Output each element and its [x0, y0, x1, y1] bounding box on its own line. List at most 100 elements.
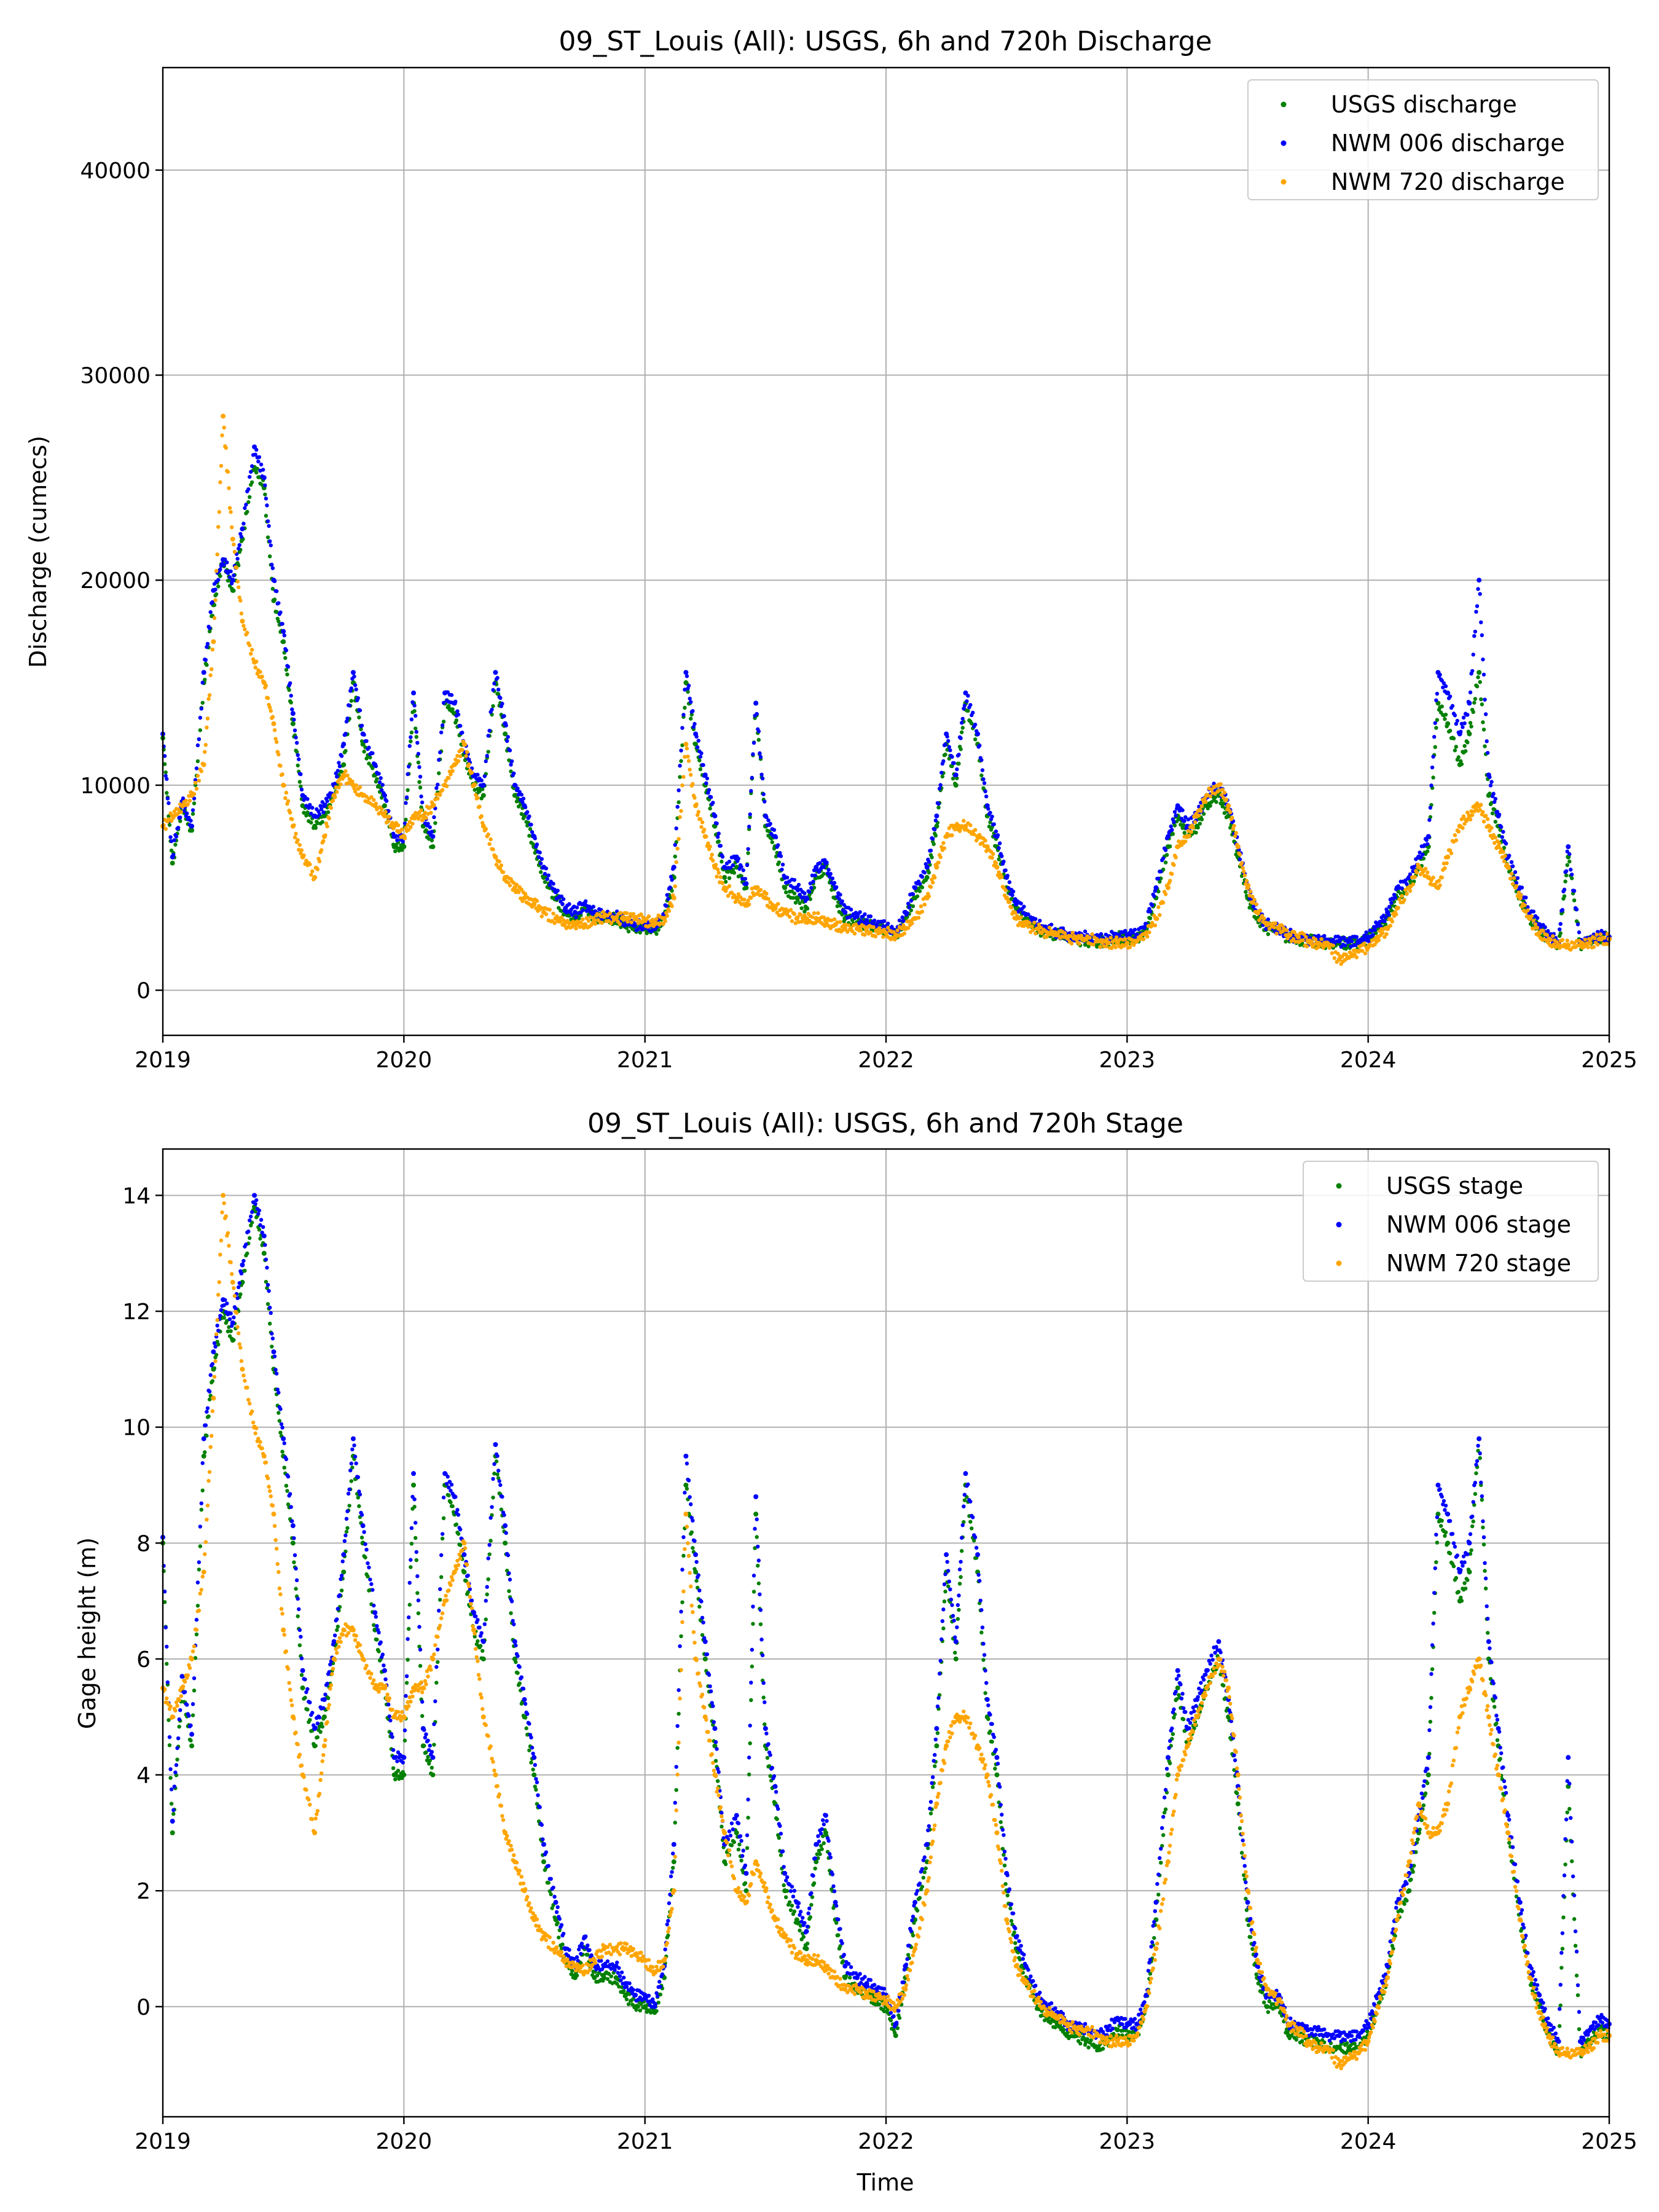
discharge-series-2-sample [1031, 928, 1035, 932]
discharge-series-1-sample [439, 730, 444, 735]
discharge-series-2-sample [1390, 919, 1395, 924]
discharge-series-1-point [934, 813, 939, 818]
discharge-series-2-sample [418, 814, 423, 818]
stage-series-0-point [994, 1772, 1000, 1778]
discharge-series-0-sample [1222, 811, 1227, 815]
discharge-series-2-sample [1414, 870, 1419, 875]
discharge-series-0-sample [912, 895, 916, 900]
discharge-series-1-sample [320, 800, 324, 804]
discharge-series-1-sample [1083, 929, 1088, 934]
discharge-series-2-sample [1189, 830, 1193, 834]
discharge-series-2-sample [386, 819, 391, 823]
discharge-series-2-sample [910, 921, 914, 925]
discharge-series-0-sample [792, 891, 797, 896]
discharge-series-0-sample [368, 755, 372, 759]
discharge-series-2-sample [704, 834, 708, 839]
stage-series-0-point [541, 1859, 546, 1865]
discharge-series-0-sample [404, 817, 408, 822]
discharge-series-2-sample [1416, 862, 1420, 867]
discharge-series-1-sample [296, 753, 300, 758]
discharge-series-2-sample [1515, 893, 1520, 898]
discharge-series-2-sample [646, 914, 651, 919]
stage-series-0-sample [601, 1979, 605, 1983]
discharge-series-1-sample [927, 860, 931, 864]
discharge-series-2-sample [374, 801, 378, 806]
discharge-series-2-sample [665, 914, 669, 918]
discharge-series-0-sample [178, 819, 182, 823]
discharge-series-0-sample [302, 810, 306, 815]
stage-series-0-sample [199, 1507, 203, 1512]
discharge-series-1-sample [1468, 690, 1473, 695]
discharge-series-2-sample [239, 611, 244, 616]
discharge-series-0-sample [1213, 795, 1217, 800]
discharge-series-2-sample [624, 911, 629, 916]
discharge-series-1-sample [1510, 864, 1515, 869]
discharge-series-1-sample [808, 881, 813, 885]
discharge-series-0-sample [1563, 879, 1567, 884]
discharge-series-2-sample [399, 827, 404, 832]
discharge-series-1-sample [702, 774, 707, 779]
stage-series-0-sample [294, 1586, 298, 1591]
discharge-series-2-sample [1239, 861, 1244, 865]
discharge-series-0-sample [1433, 745, 1437, 750]
stage-series-0-sample [195, 1604, 200, 1608]
discharge-series-1-sample [1499, 825, 1504, 830]
discharge-series-1-sample [426, 822, 430, 826]
stage-series-0-sample [476, 1639, 480, 1644]
discharge-series-1-sample [197, 737, 202, 742]
discharge-series-2-sample [727, 884, 732, 888]
discharge-series-0-sample [680, 743, 684, 748]
discharge-series-0-sample [1158, 879, 1162, 884]
discharge-series-2-sample [444, 784, 449, 788]
discharge-series-2-sample [1591, 945, 1596, 949]
discharge-series-0-sample [1558, 931, 1563, 936]
discharge-series-2-sample [497, 859, 501, 864]
discharge-series-2-sample [1481, 810, 1485, 814]
stage-series-0-sample [248, 1236, 252, 1241]
stage-series-0-point [753, 1512, 759, 1517]
discharge-series-2-sample [296, 837, 300, 842]
stage-series-0-sample [194, 1632, 199, 1637]
discharge-series-0-sample [528, 827, 533, 831]
discharge-series-1-sample [868, 914, 873, 919]
discharge-series-0-sample [1471, 710, 1475, 715]
discharge-series-0-sample [357, 715, 361, 720]
discharge-series-2-sample [1158, 913, 1162, 917]
discharge-series-0-sample [1488, 791, 1492, 796]
discharge-series-1-sample [751, 752, 755, 756]
discharge-series-2-sample [863, 933, 867, 937]
discharge-series-2-sample [227, 506, 232, 510]
discharge-series-2-sample [593, 922, 598, 926]
discharge-series-2-sample [1384, 932, 1389, 936]
discharge-series-2-sample [1019, 915, 1023, 920]
stage-series-0-point [1426, 1772, 1431, 1778]
discharge-series-0-sample [791, 896, 796, 900]
discharge-series-1-sample [802, 891, 807, 896]
discharge-series-0-sample [167, 814, 171, 818]
discharge-series-2-sample [1593, 936, 1597, 941]
stage-series-0-sample [335, 1625, 340, 1629]
discharge-series-2-sample [950, 833, 954, 837]
stage-series-0-sample [284, 1483, 289, 1488]
discharge-series-1-sample [675, 804, 680, 809]
discharge-series-1-sample [1564, 869, 1569, 874]
discharge-series-0-sample [417, 780, 422, 784]
discharge-series-1-sample [1424, 838, 1429, 842]
stage-series-0-point [1235, 1801, 1241, 1806]
discharge-series-0-sample [959, 730, 964, 734]
discharge-series-2-sample [812, 911, 817, 916]
discharge-series-1-sample [527, 814, 531, 818]
stage-series-0-point [290, 1540, 296, 1546]
discharge-series-1-sample [1429, 783, 1433, 788]
discharge-series-1-sample [482, 774, 487, 779]
discharge-series-1-sample [404, 801, 408, 806]
discharge-series-0-sample [239, 539, 244, 544]
discharge-series-1-sample [440, 723, 445, 728]
discharge-series-0-sample [309, 820, 313, 825]
discharge-series-1-sample [337, 761, 341, 765]
discharge-series-1-sample [227, 575, 232, 579]
discharge-series-1-sample [828, 872, 833, 876]
discharge-series-2 [160, 414, 1612, 967]
discharge-series-2-sample [213, 598, 218, 603]
discharge-series-0-sample [1180, 826, 1185, 830]
